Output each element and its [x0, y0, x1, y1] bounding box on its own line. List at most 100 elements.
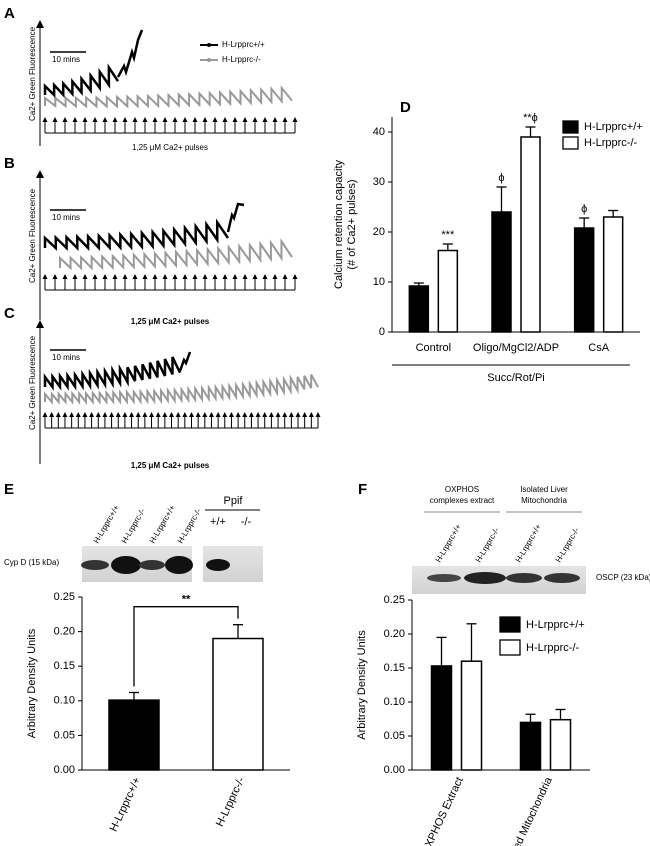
y-axis-label: Ca2+ Green Fluorescence: [28, 335, 37, 430]
pulse-head: [169, 412, 175, 417]
trace: [116, 29, 144, 78]
y-tick-label: 0.15: [384, 662, 405, 674]
y-tick-label: 10: [373, 276, 385, 288]
y-tick-label: 0.00: [54, 764, 75, 776]
pulse-head: [42, 117, 48, 122]
pulse-head: [242, 117, 248, 122]
y-axis-label: Ca2+ Green Fluorescence: [28, 188, 37, 283]
group-label: complexes extract: [430, 496, 495, 505]
bar: [212, 637, 264, 771]
pulse-head: [92, 117, 98, 122]
pulse-head: [242, 412, 248, 417]
pulse-head: [202, 274, 208, 279]
pulse-head: [255, 412, 261, 417]
pulse-head: [49, 412, 55, 417]
pulse-head: [102, 412, 108, 417]
significance: ϕ: [581, 203, 587, 215]
bar: [520, 136, 541, 333]
band: [544, 573, 580, 583]
legend-swatch: [562, 120, 579, 134]
bar: [491, 211, 512, 333]
trace: [44, 85, 293, 109]
pulse-head: [222, 412, 228, 417]
band: [165, 556, 193, 574]
trace: [43, 218, 230, 252]
bar: [602, 216, 624, 333]
pulse-head: [292, 117, 298, 122]
pulse-head: [115, 412, 121, 417]
band: [111, 556, 141, 574]
band: [427, 574, 461, 582]
pulse-head: [272, 274, 278, 279]
x-tick-label: CsA: [588, 342, 609, 354]
y-tick-label: 0.05: [384, 730, 405, 742]
x-axis-label: 1,25 μM Ca2+ pulses: [131, 317, 210, 326]
y-axis-label: Arbitrary Density Units: [356, 630, 368, 740]
pulse-head: [122, 412, 128, 417]
pulse-head: [109, 412, 115, 417]
pulse-head: [215, 412, 221, 417]
significance: ϕ: [498, 172, 504, 184]
legend-swatch: [499, 639, 521, 656]
legend-dot: [207, 43, 211, 47]
pulse-head: [75, 412, 81, 417]
y-axis-label: Calcium retention capacity: [333, 160, 345, 290]
axis-arrow: [36, 20, 44, 28]
pulse-head: [172, 274, 178, 279]
pulse-head: [162, 412, 168, 417]
pulse-head: [182, 412, 188, 417]
pulse-head: [152, 117, 158, 122]
band: [464, 572, 506, 584]
pulse-head: [42, 274, 48, 279]
pulse-head: [182, 274, 188, 279]
pulse-head: [72, 274, 78, 279]
legend-label: H-Lrpprc+/+: [584, 121, 643, 133]
pulse-head: [52, 117, 58, 122]
pulse-head: [135, 412, 141, 417]
axis-arrow: [36, 320, 44, 328]
bar: [408, 285, 430, 333]
panel-label: E: [4, 481, 14, 498]
x-tick-label: Control: [416, 342, 451, 354]
pulse-head: [52, 274, 58, 279]
y-tick-label: 0.10: [54, 695, 75, 707]
pulse-head: [129, 412, 135, 417]
x-axis-label: 1,25 μM Ca2+ pulses: [131, 461, 210, 470]
pulse-head: [112, 117, 118, 122]
trace: [59, 238, 293, 271]
axis-arrow: [36, 170, 44, 178]
y-tick-label: 0.05: [54, 729, 75, 741]
y-axis-label: Arbitrary Density Units: [26, 628, 38, 738]
pulse-head: [182, 117, 188, 122]
pulse-head: [172, 117, 178, 122]
pulse-head: [282, 412, 288, 417]
pulse-head: [82, 274, 88, 279]
pulse-head: [222, 274, 228, 279]
legend-label: H-Lrpprc-/-: [584, 137, 638, 149]
bar: [430, 665, 453, 771]
pulse-head: [62, 117, 68, 122]
band: [81, 560, 109, 570]
pulse-head: [222, 117, 228, 122]
x-axis-label: 1,25 μM Ca2+ pulses: [132, 143, 208, 152]
legend-swatch: [562, 136, 579, 150]
panel-label: B: [4, 155, 15, 172]
pulse-head: [142, 117, 148, 122]
significance: **: [182, 594, 191, 606]
pulse-head: [212, 274, 218, 279]
scale-label: 10 mins: [52, 55, 80, 64]
pulse-head: [82, 117, 88, 122]
pulse-head: [192, 117, 198, 122]
pulse-head: [162, 274, 168, 279]
pulse-head: [42, 412, 48, 417]
legend-label: H-Lrpprc-/-: [222, 55, 261, 64]
pulse-head: [188, 412, 194, 417]
pulse-head: [252, 117, 258, 122]
pulse-head: [95, 412, 101, 417]
y-tick-label: 0.20: [384, 628, 405, 640]
y-tick-label: 0.15: [54, 660, 75, 672]
band: [139, 560, 165, 570]
pulse-head: [102, 117, 108, 122]
band-label: Cyp D (15 kDa): [4, 558, 59, 567]
